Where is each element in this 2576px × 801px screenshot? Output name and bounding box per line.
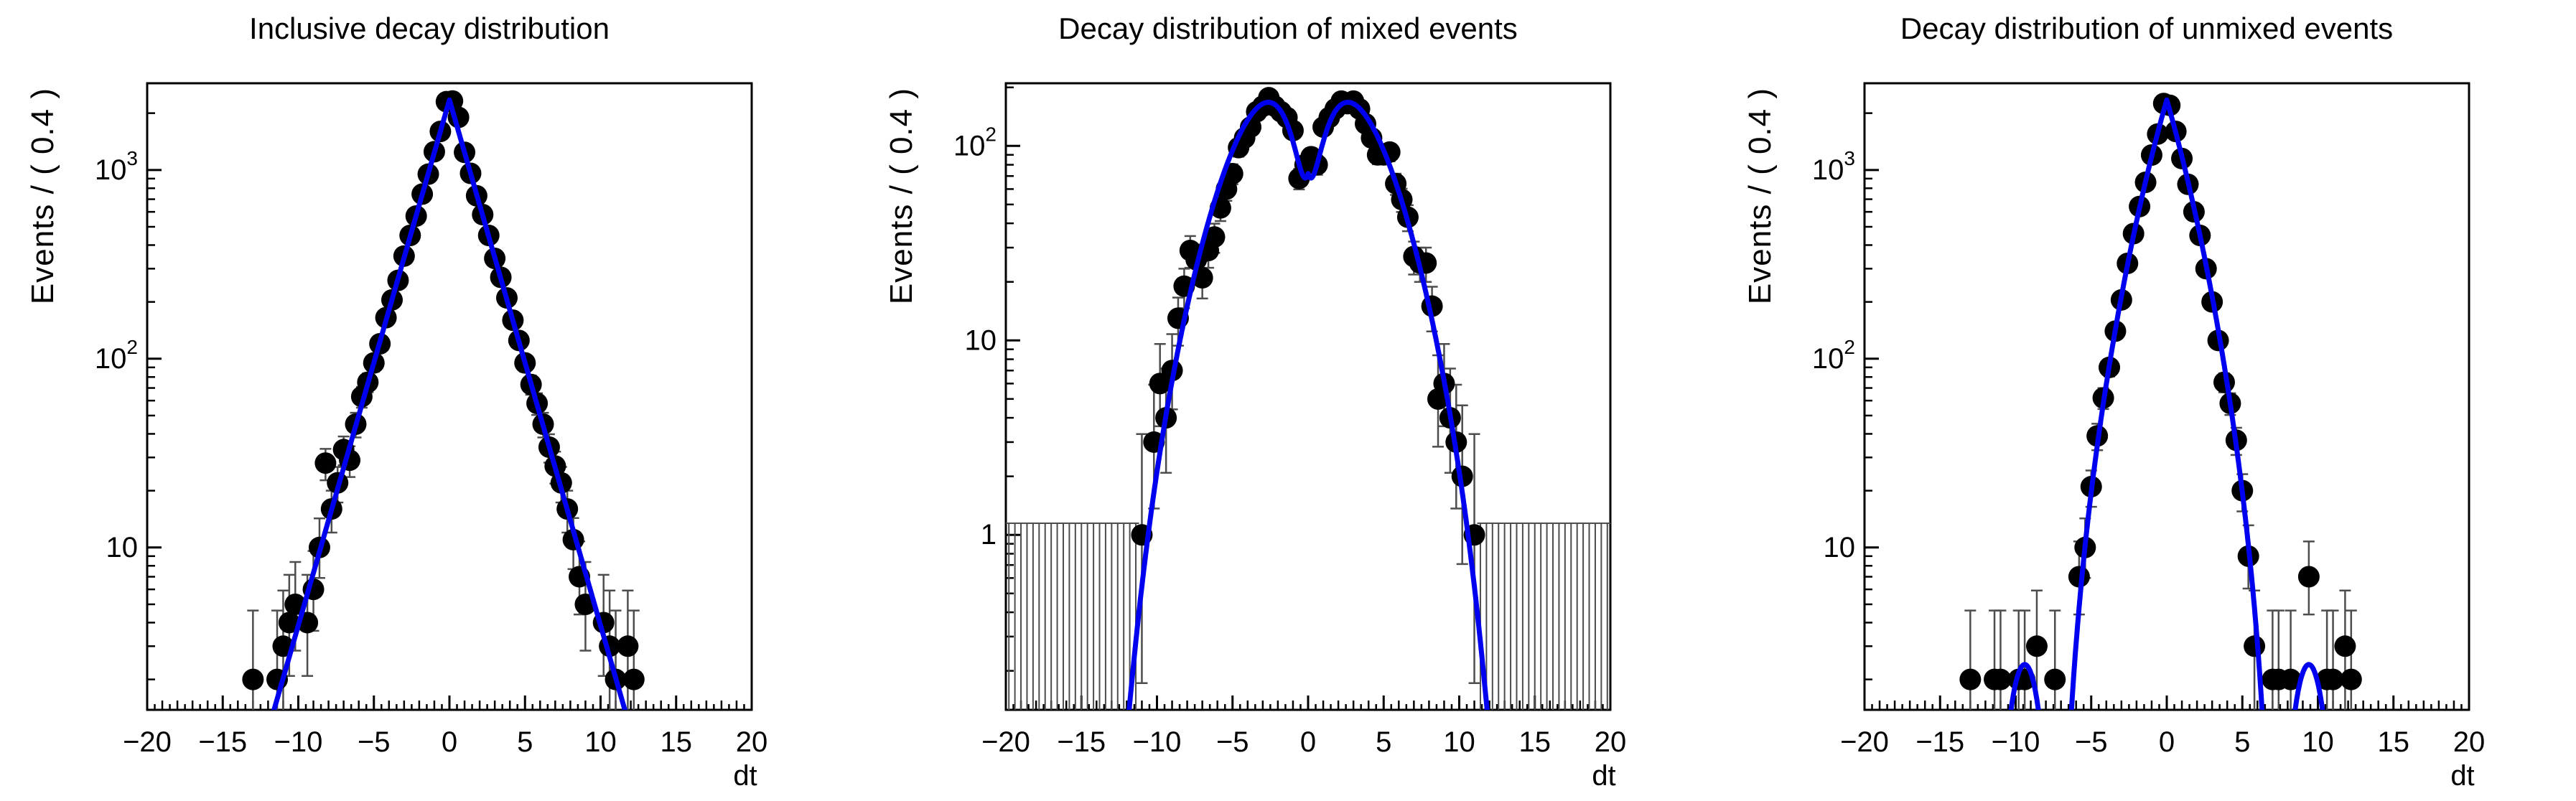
y-axis-title: Events / ( 0.4 ) xyxy=(884,88,919,304)
x-tick-label: −20 xyxy=(1840,726,1889,758)
plot-canvas-unmixed: Decay distribution of unmixed events Eve… xyxy=(1742,11,2485,792)
data-points xyxy=(242,90,645,690)
y-tick-label: 10 xyxy=(1824,532,1856,563)
x-tick-label: −5 xyxy=(2075,726,2108,758)
y-tick-label: 10 xyxy=(965,324,997,356)
plot-frame xyxy=(146,82,753,711)
fit-curve xyxy=(2008,97,2325,710)
x-tick-label: 5 xyxy=(2234,726,2250,758)
x-tick-label: 20 xyxy=(2453,726,2486,758)
axis-ticks xyxy=(1863,112,2470,710)
y-tick-label: 103 xyxy=(1812,147,1855,186)
plot-area: −20 −15 −10 −5 0 5 10 15 20 10 102 103 xyxy=(1812,82,2485,758)
axis-ticks xyxy=(146,112,753,710)
x-tick-label: 10 xyxy=(2302,726,2334,758)
y-tick-label: 102 xyxy=(953,123,997,161)
axis-tick-labels: −20 −15 −10 −5 0 5 10 15 20 10 102 103 xyxy=(1812,147,2485,758)
fit-curve xyxy=(1126,100,1490,710)
data-error-bars xyxy=(247,98,640,710)
x-tick-label: −10 xyxy=(1133,726,1182,758)
empty-bin-error-bars xyxy=(1006,522,1610,710)
x-axis-title: dt xyxy=(733,760,757,792)
x-tick-label: −10 xyxy=(1992,726,2040,758)
x-tick-label: 15 xyxy=(1519,726,1551,758)
x-tick-label: −10 xyxy=(274,726,323,758)
plot-area: −20 −15 −10 −5 0 5 10 15 20 1 10 102 xyxy=(953,82,1626,758)
x-tick-label: −15 xyxy=(1057,726,1106,758)
axis-tick-labels: −20 −15 −10 −5 0 5 10 15 20 10 102 103 xyxy=(95,147,767,758)
fit-curve xyxy=(271,97,627,710)
axis-ticks xyxy=(1004,86,1612,710)
y-axis-title: Events / ( 0.4 ) xyxy=(1742,88,1778,304)
plot-title: Inclusive decay distribution xyxy=(249,11,610,45)
x-tick-label: −15 xyxy=(198,726,247,758)
plot-panel-inclusive: Inclusive decay distribution Events / ( … xyxy=(0,0,859,801)
y-tick-label: 102 xyxy=(95,336,138,375)
x-tick-label: 5 xyxy=(517,726,533,758)
x-tick-label: 15 xyxy=(2378,726,2410,758)
x-tick-label: −20 xyxy=(123,726,172,758)
y-tick-label: 103 xyxy=(95,147,138,186)
plot-canvas-mixed: Decay distribution of mixed events Event… xyxy=(884,11,1626,792)
x-tick-label: 0 xyxy=(2159,726,2175,758)
plot-area: −20 −15 −10 −5 0 5 10 15 20 10 102 103 xyxy=(95,82,767,758)
x-tick-label: 15 xyxy=(661,726,693,758)
x-tick-label: −15 xyxy=(1915,726,1964,758)
x-tick-label: 20 xyxy=(736,726,768,758)
y-tick-label: 102 xyxy=(1812,336,1855,375)
x-tick-label: 0 xyxy=(442,726,457,758)
x-tick-label: 10 xyxy=(584,726,617,758)
x-tick-label: −5 xyxy=(358,726,391,758)
plot-title: Decay distribution of unmixed events xyxy=(1900,11,2393,45)
x-tick-label: 0 xyxy=(1300,726,1316,758)
x-axis-title: dt xyxy=(2450,760,2474,792)
y-tick-label: 1 xyxy=(981,519,997,551)
y-tick-label: 10 xyxy=(106,532,139,563)
y-axis-title: Events / ( 0.4 ) xyxy=(25,88,60,304)
x-axis-title: dt xyxy=(1592,760,1615,792)
plot-frame xyxy=(1863,82,2470,711)
x-tick-label: 20 xyxy=(1595,726,1627,758)
plot-panel-mixed: Decay distribution of mixed events Event… xyxy=(859,0,1717,801)
x-tick-label: 5 xyxy=(1376,726,1391,758)
x-tick-label: 10 xyxy=(1443,726,1475,758)
plot-canvas-inclusive: Inclusive decay distribution Events / ( … xyxy=(25,11,767,792)
data-points xyxy=(1959,93,2362,690)
x-tick-label: −5 xyxy=(1216,726,1249,758)
x-tick-label: −20 xyxy=(981,726,1030,758)
axis-tick-labels: −20 −15 −10 −5 0 5 10 15 20 1 10 102 xyxy=(953,123,1626,758)
plot-title: Decay distribution of mixed events xyxy=(1058,11,1518,45)
plot-panel-unmixed: Decay distribution of unmixed events Eve… xyxy=(1717,0,2576,801)
